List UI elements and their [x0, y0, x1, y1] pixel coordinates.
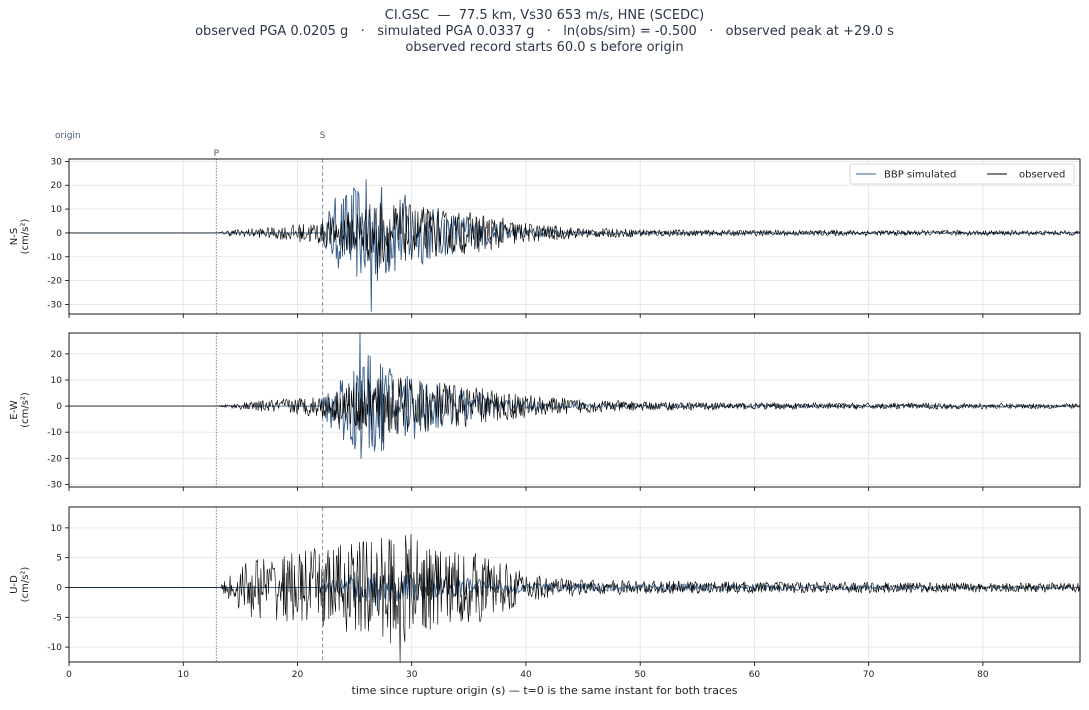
panel-frame: [68, 158, 1081, 315]
y-tick-label: -5: [53, 613, 62, 623]
y-tick-label: 20: [51, 350, 63, 360]
marker-label-P: P: [214, 149, 220, 159]
y-axis-label: N-S(cm/s²): [9, 219, 31, 255]
y-tick-label: 5: [56, 554, 62, 564]
legend-label-observed: observed: [1019, 170, 1065, 181]
x-tick-label: 80: [977, 670, 989, 680]
legend-label-simulated: BBP simulated: [884, 170, 956, 181]
title-line-2: observed PGA 0.0205 g · simulated PGA 0.…: [195, 24, 894, 39]
title-line-3: observed record starts 60.0 s before ori…: [405, 40, 684, 55]
observed-trace: [69, 202, 1080, 274]
panel-e-w: 20 10 0 -10 -20 -30 E-W(cm/s²): [9, 332, 1081, 491]
y-axis-label: E-W(cm/s²): [9, 392, 31, 428]
y-tick-label: 0: [56, 402, 62, 412]
marker-label-S: S: [320, 131, 326, 141]
y-axis-label-units: (cm/s²): [20, 219, 31, 255]
y-tick-label: -10: [47, 643, 62, 653]
y-axis-label-component: N-S: [9, 228, 20, 245]
y-axis-label-component: E-W: [9, 400, 20, 420]
y-axis-label: U-D(cm/s²): [9, 567, 31, 603]
y-tick-label: 20: [51, 181, 63, 191]
panel-frame: [68, 332, 1081, 488]
y-tick-label: 30: [51, 157, 63, 167]
title-line-1: CI.GSC — 77.5 km, Vs30 653 m/s, HNE (SCE…: [384, 8, 705, 23]
x-tick-label: 50: [634, 670, 646, 680]
y-tick-label: 10: [51, 524, 63, 534]
panel-n-s: 30 20 10 0 -10 -20 -30 N-S(cm/s²): [9, 157, 1081, 318]
x-tick-label: 0: [66, 670, 72, 680]
panel-frame: [68, 506, 1081, 663]
y-tick-label: 10: [51, 205, 63, 215]
y-tick-label: 10: [51, 376, 63, 386]
y-tick-label: 0: [56, 583, 62, 593]
simulated-trace: [69, 179, 1080, 312]
y-tick-label: 0: [56, 229, 62, 239]
simulated-trace: [69, 333, 1080, 459]
y-axis-label-units: (cm/s²): [20, 392, 31, 428]
x-tick-label: 10: [178, 670, 190, 680]
x-tick-label: 20: [292, 670, 304, 680]
y-tick-label: -10: [47, 428, 62, 438]
x-axis-label: time since rupture origin (s) — t=0 is t…: [352, 684, 738, 697]
x-tick-label: 60: [749, 670, 761, 680]
x-tick-label: 70: [863, 670, 875, 680]
y-tick-label: -10: [47, 253, 62, 263]
figure-title: CI.GSC — 77.5 km, Vs30 653 m/s, HNE (SCE…: [0, 8, 1089, 56]
y-tick-label: -20: [47, 454, 62, 464]
observed-trace: [69, 377, 1080, 443]
legend: BBP simulated observed: [849, 163, 1075, 185]
y-axis-label-component: U-D: [9, 575, 20, 594]
observed-trace: [69, 534, 1080, 662]
panel-u-d: 10 5 0 -5 -10 U-D(cm/s²): [9, 506, 1081, 666]
y-tick-label: -20: [47, 277, 62, 287]
y-tick-label: -30: [47, 480, 62, 490]
y-tick-label: -30: [47, 300, 62, 310]
x-tick-label: 40: [520, 670, 532, 680]
y-axis-label-units: (cm/s²): [20, 567, 31, 603]
legend-box: [849, 163, 1075, 185]
x-tick-label: 30: [406, 670, 418, 680]
marker-label-origin: origin: [55, 131, 81, 141]
